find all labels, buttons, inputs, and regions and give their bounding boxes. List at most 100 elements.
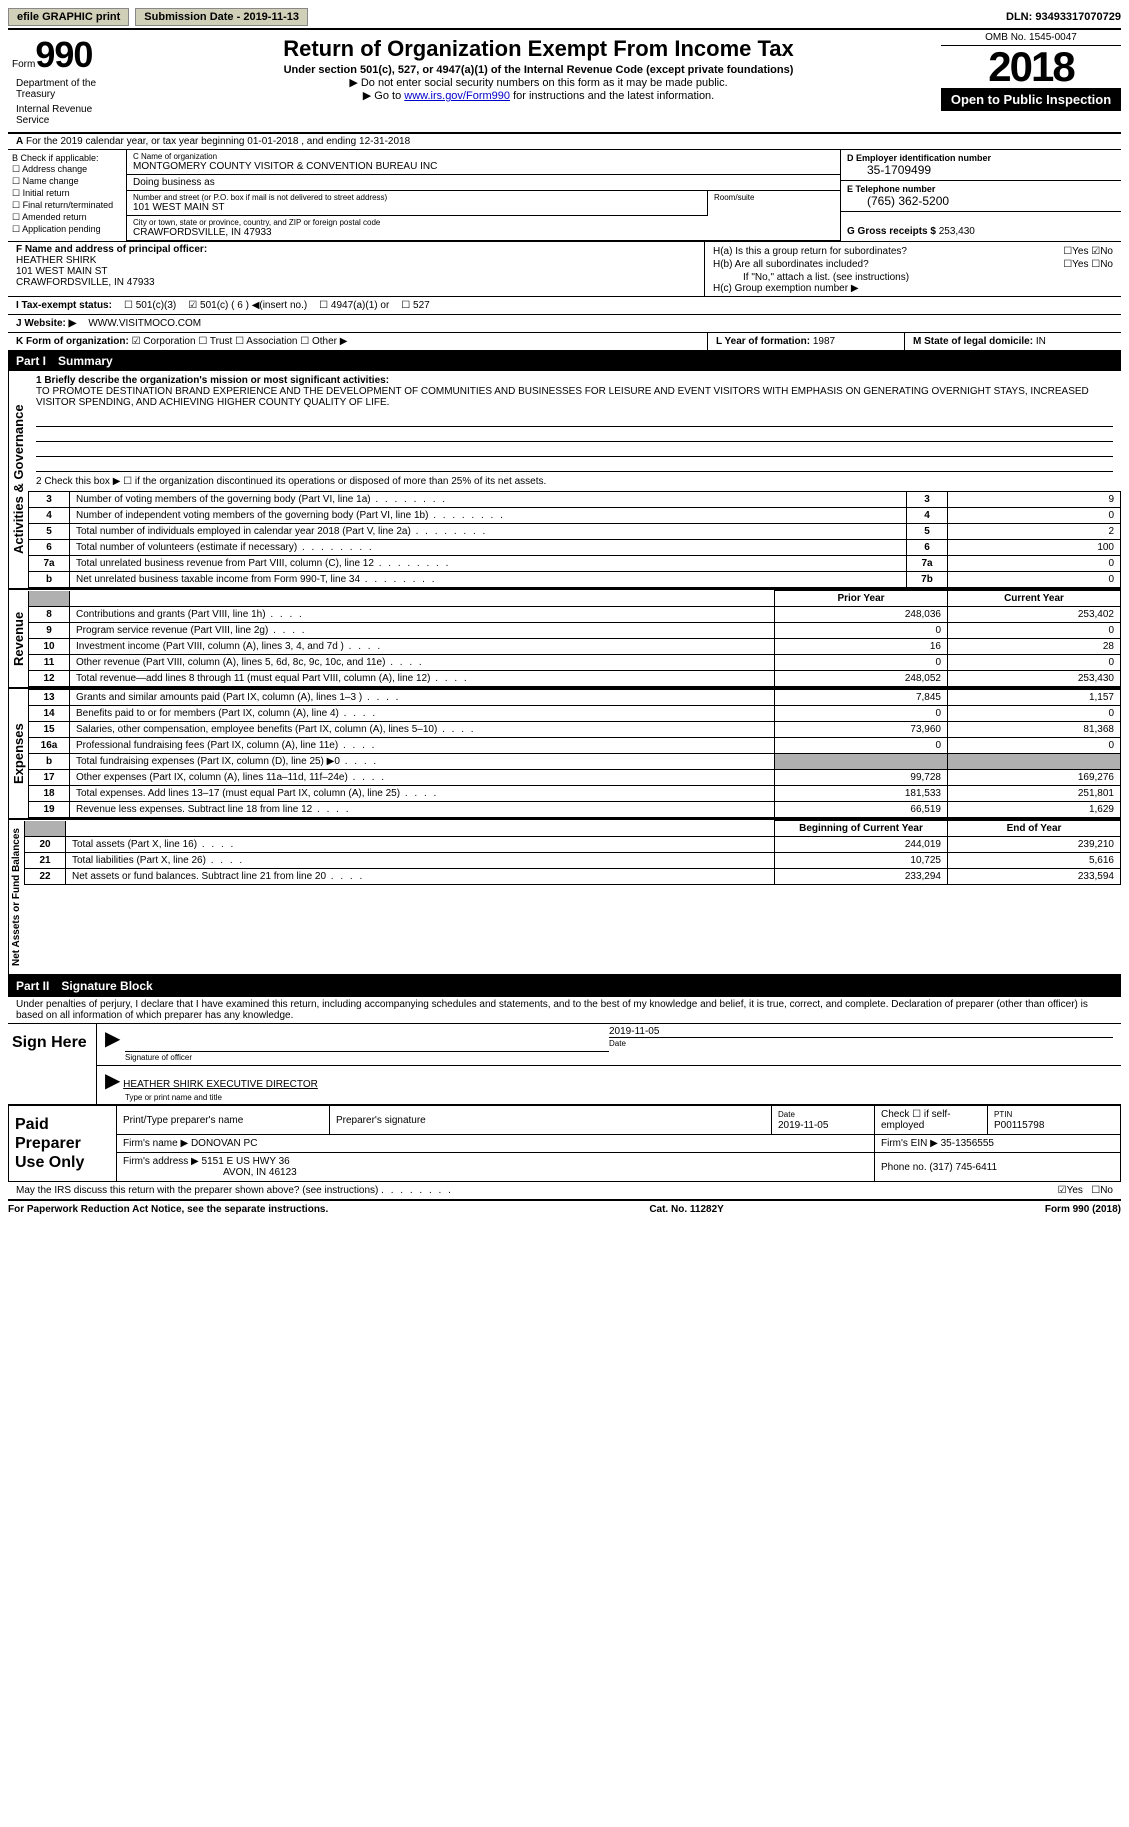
part1-num: Part I	[16, 354, 58, 368]
opt-527[interactable]: ☐ 527	[401, 300, 429, 311]
rev-header: Prior Year Current Year	[29, 591, 1121, 607]
submission-date: 2019-11-13	[243, 11, 299, 23]
table-row: 8Contributions and grants (Part VIII, li…	[29, 607, 1121, 623]
check-self-employed[interactable]: Check ☐ if self-employed	[875, 1106, 988, 1135]
mission-label: 1 Briefly describe the organization's mi…	[36, 375, 389, 386]
officer-box: F Name and address of principal officer:…	[8, 242, 704, 296]
ag-table: 3Number of voting members of the governi…	[28, 491, 1121, 588]
table-row: 17Other expenses (Part IX, column (A), l…	[29, 770, 1121, 786]
form-prefix: Form	[12, 59, 35, 70]
ha-yes[interactable]: ☐Yes	[1063, 246, 1088, 257]
hb-yes[interactable]: ☐Yes	[1063, 259, 1088, 270]
ha-no[interactable]: ☑No	[1091, 246, 1113, 257]
activities-content: 1 Briefly describe the organization's mi…	[28, 371, 1121, 588]
city-label: City or town, state or province, country…	[133, 218, 834, 227]
period-line: A For the 2019 calendar year, or tax yea…	[8, 134, 1121, 150]
dln: DLN: 93493317070729	[1006, 11, 1121, 23]
row-klm: K Form of organization: ☑ Corporation ☐ …	[8, 333, 1121, 351]
officer-label: F Name and address of principal officer:	[16, 244, 207, 255]
row-j: J Website: ▶ WWW.VISITMOCO.COM	[8, 315, 1121, 333]
addr-label: Number and street (or P.O. box if mail i…	[133, 193, 701, 202]
website-label: J Website: ▶	[16, 318, 76, 329]
cb-name-change[interactable]: ☐ Name change	[12, 176, 122, 187]
irs-link[interactable]: www.irs.gov/Form990	[404, 90, 510, 102]
table-row: 22Net assets or fund balances. Subtract …	[25, 869, 1121, 885]
k-assoc[interactable]: ☐ Association	[235, 336, 297, 347]
dln-label: DLN:	[1006, 11, 1035, 23]
firm-phone-label: Phone no.	[881, 1162, 927, 1173]
form-number: 990	[35, 34, 92, 75]
table-row: 7aTotal unrelated business revenue from …	[29, 556, 1121, 572]
opt-4947[interactable]: ☐ 4947(a)(1) or	[319, 300, 389, 311]
cb-application-pending[interactable]: ☐ Application pending	[12, 224, 122, 235]
submission-date-button[interactable]: Submission Date - 2019-11-13	[135, 8, 308, 26]
table-row: 11Other revenue (Part VIII, column (A), …	[29, 655, 1121, 671]
k-corp[interactable]: ☑ Corporation	[132, 336, 196, 347]
form-subtitle: Under section 501(c), 527, or 4947(a)(1)…	[140, 64, 937, 76]
org-name-box: C Name of organization MONTGOMERY COUNTY…	[127, 150, 840, 175]
discuss-no[interactable]: ☐No	[1091, 1185, 1113, 1196]
footer-right: Form 990 (2018)	[1045, 1204, 1121, 1215]
col-end: End of Year	[948, 821, 1121, 837]
prep-date-cell: Date 2019-11-05	[772, 1106, 875, 1135]
cb-address-change[interactable]: ☐ Address change	[12, 164, 122, 175]
h-a: H(a) Is this a group return for subordin…	[713, 246, 1113, 257]
vtext-expenses: Expenses	[8, 689, 28, 818]
l-label: L Year of formation:	[716, 336, 813, 347]
form-header: Form990 Department of the Treasury Inter…	[8, 28, 1121, 134]
table-row: 21Total liabilities (Part X, line 26)10,…	[25, 853, 1121, 869]
tax-year: 2018	[941, 46, 1121, 88]
firm-ein-label: Firm's EIN ▶	[881, 1138, 938, 1149]
street-box: Number and street (or P.O. box if mail i…	[127, 191, 708, 216]
prep-date: 2019-11-05	[778, 1120, 828, 1131]
k-other[interactable]: ☐ Other ▶	[300, 336, 347, 347]
col-b-title: B Check if applicable:	[12, 153, 122, 163]
firm-ein-cell: Firm's EIN ▶ 35-1356555	[875, 1135, 1121, 1153]
table-row: bTotal fundraising expenses (Part IX, co…	[29, 754, 1121, 770]
hb-no[interactable]: ☐No	[1091, 259, 1113, 270]
title-box: Return of Organization Exempt From Incom…	[136, 30, 941, 132]
footer-mid: Cat. No. 11282Y	[649, 1204, 723, 1215]
firm-phone: (317) 745-6411	[929, 1162, 997, 1173]
k-trust[interactable]: ☐ Trust	[198, 336, 232, 347]
efile-button[interactable]: efile GRAPHIC print	[8, 8, 129, 26]
cb-amended[interactable]: ☐ Amended return	[12, 212, 122, 223]
ein-value: 35-1709499	[847, 163, 1115, 177]
cb-initial-return[interactable]: ☐ Initial return	[12, 188, 122, 199]
table-row: 9Program service revenue (Part VIII, lin…	[29, 623, 1121, 639]
expenses-content: 13Grants and similar amounts paid (Part …	[28, 689, 1121, 818]
sig-officer-cell: ▶ Signature of officer	[105, 1026, 609, 1063]
na-header: Beginning of Current Year End of Year	[25, 821, 1121, 837]
tax-exempt-label: I Tax-exempt status:	[16, 300, 112, 311]
officer-addr2: CRAWFORDSVILLE, IN 47933	[16, 277, 155, 288]
firm-addr-cell: Firm's address ▶ 5151 E US HWY 36 AVON, …	[117, 1153, 875, 1182]
gross-value: 253,430	[939, 226, 975, 237]
section-bcde: B Check if applicable: ☐ Address change …	[8, 150, 1121, 242]
ein-box: D Employer identification number 35-1709…	[841, 150, 1121, 181]
m-label: M State of legal domicile:	[913, 336, 1036, 347]
ptin-label: PTIN	[994, 1110, 1012, 1119]
gross-receipts: G Gross receipts $ 253,430	[841, 212, 1121, 240]
opt-501c[interactable]: ☑ 501(c) ( 6 ) ◀(insert no.)	[188, 300, 307, 311]
line2-post: for instructions and the latest informat…	[510, 90, 714, 102]
sign-here-label: Sign Here	[8, 1024, 97, 1104]
city-value: CRAWFORDSVILLE, IN 47933	[133, 227, 834, 238]
period-text: For the 2019 calendar year, or tax year …	[26, 136, 410, 147]
prep-date-label: Date	[778, 1110, 795, 1119]
m-cell: M State of legal domicile: IN	[904, 333, 1121, 350]
officer-name-cell: ▶ HEATHER SHIRK EXECUTIVE DIRECTOR Type …	[105, 1068, 1113, 1102]
form-id-box: Form990 Department of the Treasury Inter…	[8, 30, 136, 132]
dept-treasury: Department of the Treasury	[12, 76, 132, 102]
opt-501c3[interactable]: ☐ 501(c)(3)	[124, 300, 176, 311]
firm-ein: 35-1356555	[941, 1138, 994, 1149]
discuss-yes[interactable]: ☑Yes	[1058, 1185, 1083, 1196]
mission-lines	[28, 412, 1121, 472]
expenses-table: 13Grants and similar amounts paid (Part …	[28, 689, 1121, 818]
part1-netassets: Net Assets or Fund Balances Beginning of…	[8, 820, 1121, 976]
room-suite: Room/suite	[708, 191, 840, 216]
cb-final-return[interactable]: ☐ Final return/terminated	[12, 200, 122, 211]
part2-title: Signature Block	[61, 979, 1113, 993]
row-i: I Tax-exempt status: ☐ 501(c)(3) ☑ 501(c…	[8, 297, 1121, 315]
hc-label: H(c) Group exemption number ▶	[713, 283, 1113, 294]
street-address: 101 WEST MAIN ST	[133, 202, 701, 213]
